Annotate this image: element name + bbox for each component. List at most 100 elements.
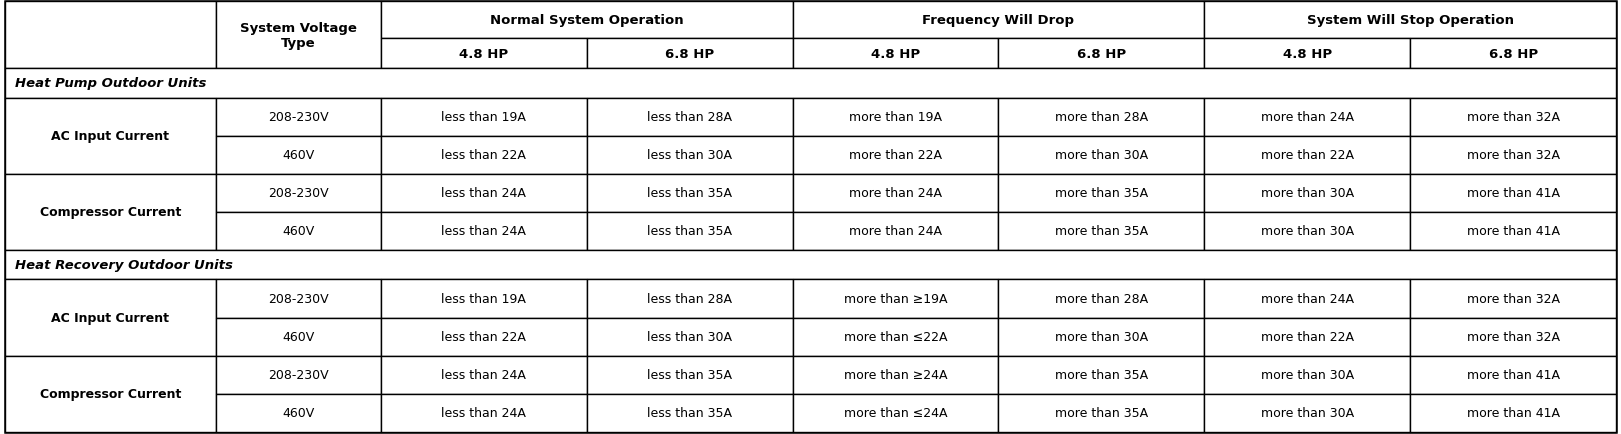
Text: more than 24A: more than 24A [1261,293,1354,305]
Bar [1204,356,1410,394]
Bar [5,2,216,69]
Text: 208-230V: 208-230V [267,187,329,200]
Bar [1410,318,1616,356]
Bar [5,250,1616,280]
Text: more than 30A: more than 30A [1261,406,1354,419]
Bar [216,99,381,136]
Text: less than 30A: less than 30A [647,149,733,162]
Text: AC Input Current: AC Input Current [52,311,170,324]
Bar [999,174,1204,213]
Bar [381,318,587,356]
Bar [1204,99,1410,136]
Bar [793,99,999,136]
Text: more than 19A: more than 19A [849,111,942,124]
Text: Heat Recovery Outdoor Units: Heat Recovery Outdoor Units [15,259,232,272]
Bar [1410,280,1616,318]
Bar [587,356,793,394]
Text: more than ≤24A: more than ≤24A [845,406,947,419]
Bar [381,213,587,250]
Bar [1204,39,1410,69]
Text: 208-230V: 208-230V [267,111,329,124]
Bar [216,213,381,250]
Text: less than 28A: less than 28A [647,111,733,124]
Text: more than 30A: more than 30A [1261,368,1354,381]
Bar [793,356,999,394]
Text: more than 22A: more than 22A [1261,330,1354,343]
Text: System Voltage
Type: System Voltage Type [240,22,357,49]
Text: 460V: 460V [282,149,314,162]
Text: more than 41A: more than 41A [1467,368,1559,381]
Bar [1204,213,1410,250]
Bar [793,174,999,213]
Text: less than 24A: less than 24A [441,368,527,381]
Text: 6.8 HP: 6.8 HP [665,48,715,60]
Bar [216,280,381,318]
Text: System Will Stop Operation: System Will Stop Operation [1307,14,1514,27]
Bar [999,99,1204,136]
Text: less than 24A: less than 24A [441,406,527,419]
Bar [381,99,587,136]
Bar [1204,174,1410,213]
Text: more than 24A: more than 24A [1261,111,1354,124]
Text: Frequency Will Drop: Frequency Will Drop [922,14,1075,27]
Bar [1410,39,1616,69]
Text: more than 22A: more than 22A [849,149,942,162]
Text: 460V: 460V [282,225,314,238]
Text: less than 19A: less than 19A [441,293,527,305]
Text: more than 24A: more than 24A [849,187,942,200]
Text: more than 24A: more than 24A [849,225,942,238]
Bar [793,136,999,174]
Text: 208-230V: 208-230V [267,293,329,305]
Text: less than 30A: less than 30A [647,330,733,343]
Bar [381,2,793,39]
Text: 460V: 460V [282,406,314,419]
Text: more than 30A: more than 30A [1261,225,1354,238]
Text: more than 28A: more than 28A [1055,293,1148,305]
Bar [381,39,587,69]
Bar [5,69,1616,99]
Bar [1204,394,1410,432]
Text: more than 30A: more than 30A [1055,330,1148,343]
Text: more than ≤22A: more than ≤22A [845,330,947,343]
Text: Heat Pump Outdoor Units: Heat Pump Outdoor Units [15,77,206,90]
Text: less than 22A: less than 22A [441,330,527,343]
Text: less than 35A: less than 35A [647,406,733,419]
Bar [587,213,793,250]
Text: more than 30A: more than 30A [1261,187,1354,200]
Bar [1204,318,1410,356]
Bar [5,174,216,250]
Text: 460V: 460V [282,330,314,343]
Text: more than 35A: more than 35A [1055,187,1148,200]
Text: less than 19A: less than 19A [441,111,527,124]
Text: more than 35A: more than 35A [1055,368,1148,381]
Text: less than 24A: less than 24A [441,187,527,200]
Bar [587,318,793,356]
Text: more than 41A: more than 41A [1467,187,1559,200]
Text: more than 30A: more than 30A [1055,149,1148,162]
Bar [216,394,381,432]
Bar [999,213,1204,250]
Bar [793,318,999,356]
Bar [1410,394,1616,432]
Bar [5,280,216,356]
Bar [381,394,587,432]
Text: 6.8 HP: 6.8 HP [1076,48,1127,60]
Bar [216,318,381,356]
Bar [587,99,793,136]
Bar [1410,136,1616,174]
Text: more than ≥24A: more than ≥24A [845,368,947,381]
Text: more than 22A: more than 22A [1261,149,1354,162]
Bar [999,39,1204,69]
Bar [216,174,381,213]
Bar [1204,2,1616,39]
Bar [216,136,381,174]
Bar [587,136,793,174]
Text: more than 32A: more than 32A [1467,111,1559,124]
Bar [216,356,381,394]
Bar [999,136,1204,174]
Text: more than 32A: more than 32A [1467,330,1559,343]
Text: less than 35A: less than 35A [647,368,733,381]
Bar [216,2,381,69]
Text: less than 24A: less than 24A [441,225,527,238]
Text: more than 41A: more than 41A [1467,406,1559,419]
